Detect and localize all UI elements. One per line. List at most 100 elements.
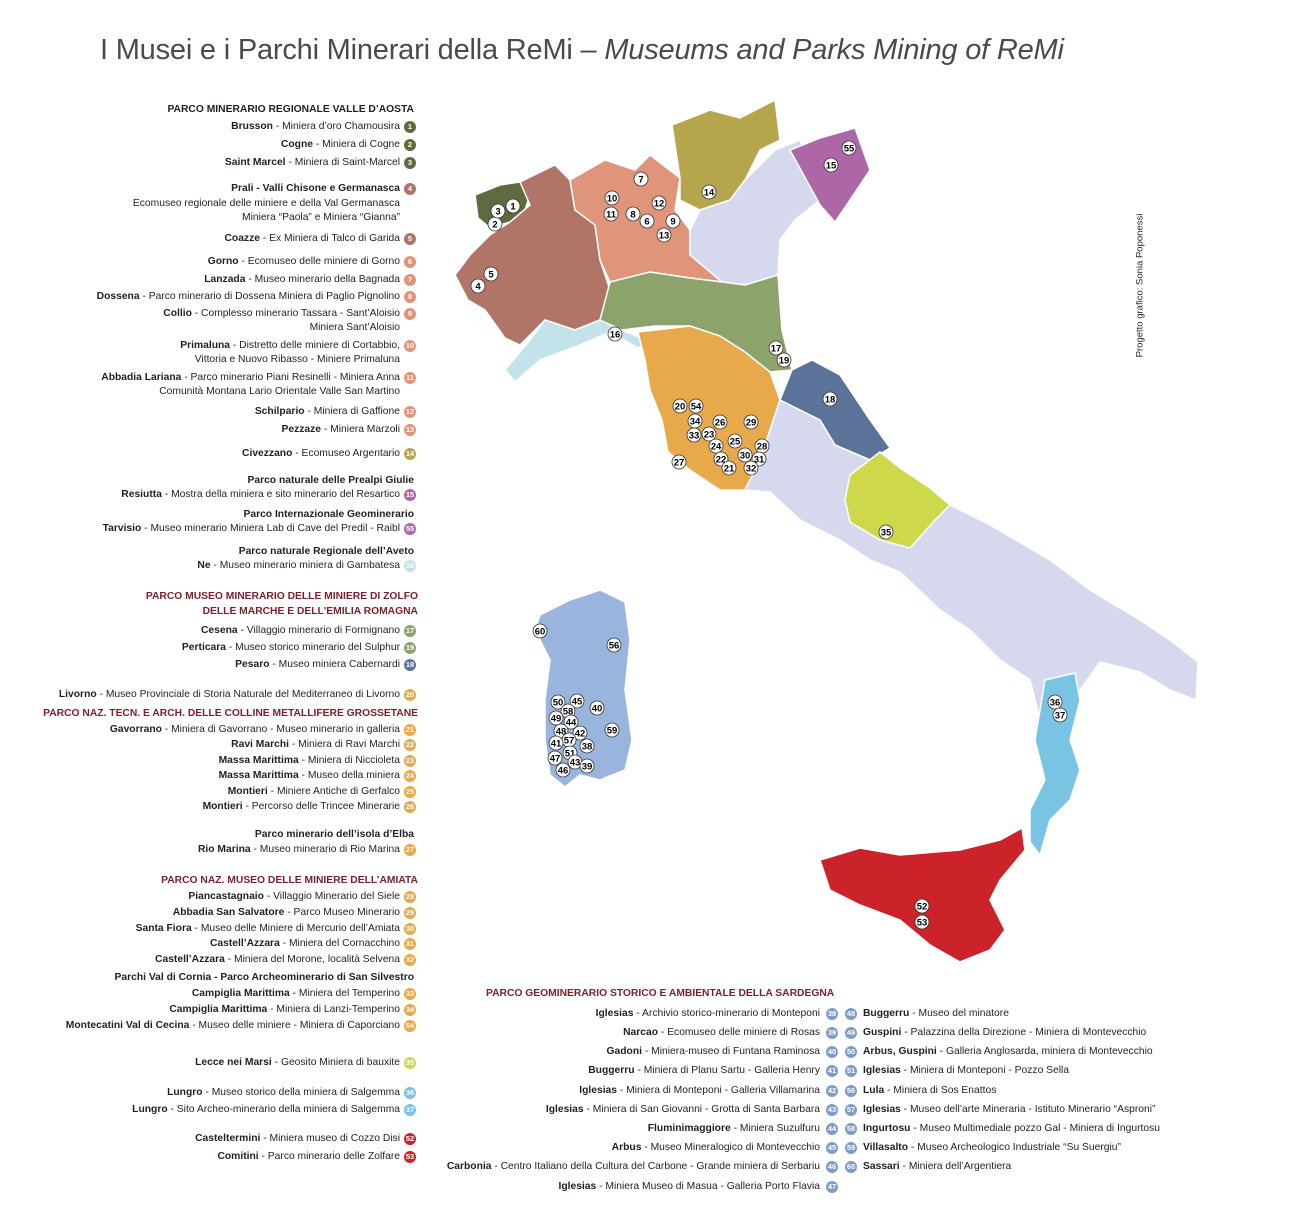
site-description: Miniera di San Giovanni - Grotta di Sant… bbox=[592, 1104, 820, 1115]
place-name: Perticara bbox=[181, 642, 227, 653]
map-marker[interactable]: 55 bbox=[841, 140, 857, 156]
map-marker[interactable]: 59 bbox=[604, 722, 620, 738]
map-marker[interactable]: 56 bbox=[606, 637, 622, 653]
separator: - bbox=[238, 256, 248, 267]
map-marker[interactable]: 5 bbox=[483, 266, 499, 282]
map-marker[interactable]: 54 bbox=[688, 398, 704, 414]
map-marker[interactable]: 18 bbox=[822, 391, 838, 407]
map-marker[interactable]: 11 bbox=[603, 206, 619, 222]
map-marker[interactable]: 7 bbox=[633, 171, 649, 187]
map-marker[interactable]: 19 bbox=[776, 352, 792, 368]
map-marker[interactable]: 57 bbox=[561, 732, 577, 748]
map-marker[interactable]: 17 bbox=[768, 340, 784, 356]
number-badge: 59 bbox=[845, 1142, 857, 1154]
separator: - bbox=[191, 308, 202, 319]
legend-item: Perticara - Museo storico minerario del … bbox=[182, 641, 400, 655]
map-marker[interactable]: 25 bbox=[727, 433, 743, 449]
map-marker[interactable]: 3 bbox=[490, 203, 506, 219]
number-badge: 39 bbox=[826, 1027, 838, 1039]
legend-item: Comitini - Parco minerario delle Zolfare bbox=[217, 1150, 400, 1164]
map-marker[interactable]: 46 bbox=[555, 762, 571, 778]
site-description: Museo Mineralogico di Montevecchio bbox=[650, 1142, 820, 1153]
place-name: Civezzano bbox=[242, 448, 293, 459]
separator: - bbox=[245, 274, 255, 285]
map-marker[interactable]: 33 bbox=[686, 427, 702, 443]
site-description: Museo minerario Miniera Lab di Cave del … bbox=[150, 523, 400, 534]
map-marker[interactable]: 41 bbox=[548, 735, 564, 751]
place-name: Pesaro bbox=[235, 659, 270, 670]
separator: - bbox=[617, 1085, 627, 1096]
site-description: Miniera Marzoli bbox=[330, 424, 400, 435]
map-marker[interactable]: 16 bbox=[607, 326, 623, 342]
map-marker[interactable]: 35 bbox=[878, 524, 894, 540]
legend-item: Lecce nei Marsi - Geosito Miniera di bau… bbox=[195, 1056, 400, 1070]
map-marker[interactable]: 37 bbox=[1052, 707, 1068, 723]
legend-item: Lanzada - Museo minerario della Bagnada bbox=[204, 273, 400, 287]
map-marker[interactable]: 15 bbox=[823, 157, 839, 173]
map-marker[interactable]: 24 bbox=[708, 438, 724, 454]
map-marker[interactable]: 4 bbox=[470, 278, 486, 294]
map-marker[interactable]: 32 bbox=[743, 460, 759, 476]
number-badge: 29 bbox=[404, 907, 416, 919]
map-marker[interactable]: 12 bbox=[651, 195, 667, 211]
place-name: Montieri bbox=[202, 801, 243, 812]
map-marker[interactable]: 45 bbox=[569, 693, 585, 709]
map-marker[interactable]: 2 bbox=[487, 216, 503, 232]
map-marker[interactable]: 14 bbox=[701, 184, 717, 200]
marker-number: 19 bbox=[779, 356, 790, 367]
number-badge: 32 bbox=[404, 954, 416, 966]
legend-group-title: Parco Internazionale Geominerario bbox=[243, 509, 414, 520]
map-marker[interactable]: 60 bbox=[532, 623, 548, 639]
map-marker[interactable]: 27 bbox=[671, 454, 687, 470]
site-description: Archivio storico-minerario di Monteponi bbox=[642, 1008, 820, 1019]
map-marker[interactable]: 34 bbox=[687, 413, 703, 429]
marker-circle bbox=[483, 266, 499, 282]
map-marker[interactable]: 6 bbox=[639, 213, 655, 229]
map-marker[interactable]: 38 bbox=[579, 738, 595, 754]
map-marker[interactable]: 23 bbox=[701, 426, 717, 442]
map-marker[interactable]: 36 bbox=[1047, 694, 1063, 710]
place-name: Rio Marina bbox=[197, 844, 251, 855]
map-marker[interactable]: 39 bbox=[579, 758, 595, 774]
map-marker[interactable]: 42 bbox=[572, 725, 588, 741]
separator: - bbox=[258, 1151, 268, 1162]
map-marker[interactable]: 28 bbox=[754, 438, 770, 454]
legend-item: Montieri - Miniere Antiche di Gerfalco bbox=[228, 785, 400, 799]
sardegna-item: Iglesias - Archivio storico-minerario di… bbox=[596, 1007, 820, 1021]
map-marker[interactable]: 43 bbox=[567, 754, 583, 770]
map-marker[interactable]: 44 bbox=[563, 714, 579, 730]
map-marker[interactable]: 29 bbox=[743, 414, 759, 430]
map-marker[interactable]: 10 bbox=[604, 190, 620, 206]
number-badge: 48 bbox=[845, 1008, 857, 1020]
sardegna-item: Gadoni - Miniera-museo di Funtana Ramino… bbox=[607, 1045, 820, 1059]
legend-group-title: Parco minerario dell’isola d’Elba bbox=[254, 829, 414, 840]
map-marker[interactable]: 8 bbox=[625, 206, 641, 222]
number-badge: 22 bbox=[404, 739, 416, 751]
marker-number: 45 bbox=[572, 697, 583, 708]
map-marker[interactable]: 9 bbox=[665, 213, 681, 229]
region-trentino bbox=[671, 98, 781, 211]
marker-number: 13 bbox=[659, 231, 670, 242]
legend-item: Schilpario - Miniera di Gaffione bbox=[255, 405, 400, 419]
map-marker[interactable]: 26 bbox=[712, 414, 728, 430]
legend-item: Dossena - Parco minerario di Dossena Min… bbox=[97, 290, 400, 304]
map-marker[interactable]: 52 bbox=[914, 898, 930, 914]
map-marker[interactable]: 40 bbox=[589, 700, 605, 716]
map-marker[interactable]: 47 bbox=[547, 750, 563, 766]
site-description: Museo del minatore bbox=[918, 1008, 1009, 1019]
place-name: Lecce nei Marsi bbox=[195, 1057, 272, 1068]
map-marker[interactable]: 21 bbox=[721, 460, 737, 476]
map-marker[interactable]: 13 bbox=[656, 227, 672, 243]
sardegna-item: Sassari - Miniera dell’Argentiera bbox=[863, 1160, 1011, 1174]
marker-number: 48 bbox=[556, 727, 567, 738]
map-marker[interactable]: 49 bbox=[548, 710, 564, 726]
separator: - bbox=[272, 121, 283, 132]
map-marker[interactable]: 53 bbox=[914, 914, 930, 930]
map-marker[interactable]: 30 bbox=[737, 447, 753, 463]
separator: - bbox=[658, 1027, 668, 1038]
map-marker[interactable]: 58 bbox=[560, 703, 576, 719]
map-marker[interactable]: 20 bbox=[672, 398, 688, 414]
map-marker[interactable]: 1 bbox=[505, 198, 521, 214]
map-marker[interactable]: 50 bbox=[550, 694, 566, 710]
separator: - bbox=[298, 770, 308, 781]
